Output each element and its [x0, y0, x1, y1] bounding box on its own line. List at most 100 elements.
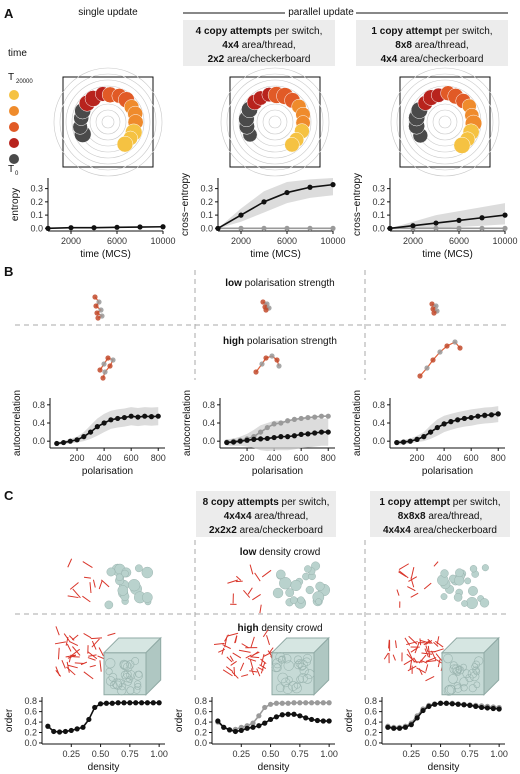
data-point: [297, 700, 303, 706]
text-span: per switch,: [279, 497, 330, 508]
cube-cell: [453, 684, 463, 693]
cube-side: [483, 636, 500, 696]
x-tick-label: 0.25: [403, 749, 421, 759]
data-point: [307, 184, 313, 190]
data-point: [475, 413, 481, 419]
data-point: [215, 225, 221, 231]
data-point: [285, 434, 291, 440]
trajectory-cell: [274, 357, 280, 363]
cell-blob: [468, 586, 478, 596]
data-point: [244, 437, 250, 443]
data-point: [291, 416, 298, 422]
y-tick-label: 0.4: [364, 717, 377, 727]
data-point: [68, 727, 74, 734]
velocity-arrow: [67, 558, 73, 568]
ribbon-band: [226, 418, 329, 452]
velocity-arrow: [252, 651, 260, 656]
data-point: [312, 414, 318, 420]
data-point: [54, 440, 60, 447]
data-point: [128, 413, 134, 419]
velocity-arrow: [241, 674, 249, 677]
data-point: [479, 225, 485, 231]
data-point: [495, 411, 501, 417]
trajectory-path: [419, 341, 461, 377]
trajectory-cell: [430, 357, 436, 363]
cube-cell: [448, 674, 458, 684]
label-low-polarisation: low polarisation strength: [225, 278, 335, 289]
trajectory-cell: [457, 345, 463, 351]
field-ring: [268, 115, 282, 129]
trajectory-high-2: [253, 353, 282, 375]
data-point: [279, 700, 285, 706]
x-axis-label: polarisation: [252, 466, 303, 477]
data-point: [490, 705, 496, 712]
x-tick-label: 0.25: [63, 749, 81, 759]
data-point: [400, 439, 407, 445]
field-image-single: [53, 67, 163, 177]
cube-cell: [443, 685, 455, 696]
chart-B3: 0.0 0.4 0.8 200 400 600 800 polarisation autocor…: [352, 390, 506, 477]
data-point: [150, 700, 156, 706]
velocity-arrow: [425, 664, 429, 672]
header-c-box-2-line: 8x8x8 area/thread,: [398, 511, 483, 522]
velocity-arrow: [83, 671, 94, 680]
y-tick-label: 0.8: [372, 400, 385, 410]
x-tick-label: 800: [151, 453, 166, 463]
data-point: [273, 714, 280, 720]
cube-cell: [293, 655, 303, 664]
cube-cell: [474, 656, 484, 666]
velocity-arrow: [68, 654, 72, 663]
label-high-polarisation: high polarisation strength: [223, 336, 337, 347]
data-point: [284, 225, 290, 231]
x-tick-label: 600: [124, 453, 139, 463]
x-axis-label: density: [88, 762, 120, 773]
data-point: [298, 415, 304, 422]
velocity-arrow: [241, 643, 249, 649]
field-ring: [95, 109, 121, 135]
cell-blob: [142, 592, 153, 603]
data-point: [148, 414, 155, 420]
velocity-arrow: [88, 654, 97, 657]
velocity-arrow: [419, 638, 422, 646]
velocity-arrow: [406, 641, 418, 646]
cube-cell: [282, 653, 292, 664]
data-point: [144, 700, 151, 706]
cube-side: [145, 636, 162, 696]
data-point: [156, 700, 162, 706]
cell-blob: [305, 585, 314, 595]
velocity-arrow: [420, 659, 428, 664]
data-point: [421, 434, 427, 440]
data-point: [251, 436, 257, 442]
x-tick-label: 10000: [320, 236, 345, 246]
field-cell: [453, 136, 471, 154]
series-line: [217, 701, 330, 731]
velocity-arrow: [249, 659, 254, 670]
header-c-box-2-bg: [370, 491, 510, 537]
velocity-arrow: [250, 656, 260, 659]
header-c-box-2-line: 4x4x4 area/checkerboard: [383, 525, 497, 536]
velocity-arrow: [65, 636, 69, 646]
cube-cell: [472, 660, 480, 669]
velocity-arrow: [227, 579, 238, 584]
trajectory-cell: [269, 353, 275, 359]
text-span: density crowd: [259, 623, 323, 634]
data-point: [455, 417, 461, 423]
velocity-arrow: [92, 579, 96, 588]
x-axis-label: polarisation: [422, 466, 473, 477]
text-span: per switch,: [450, 497, 501, 508]
velocity-arrow: [69, 582, 79, 590]
x-tick-label: 0.50: [92, 749, 110, 759]
velocity-arrow: [423, 640, 431, 646]
x-tick-label: 0.75: [291, 749, 309, 759]
velocity-arrow: [398, 571, 407, 577]
data-point: [261, 225, 267, 231]
text-span: area/checkerboard: [397, 54, 483, 65]
series-line: [389, 214, 506, 230]
data-point: [437, 700, 444, 706]
field-ring: [220, 67, 330, 177]
cube-cell: [296, 675, 304, 684]
y-tick-label: 0.3: [200, 184, 213, 194]
cube-cell: [275, 652, 286, 662]
x-tick-label: 0.50: [432, 749, 450, 759]
field-ring: [53, 67, 163, 177]
